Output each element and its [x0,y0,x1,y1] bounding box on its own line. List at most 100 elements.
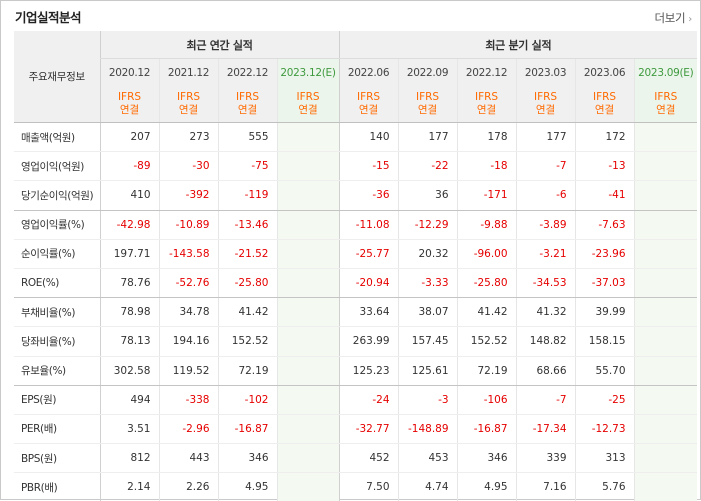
value-cell [276,180,340,211]
value-cell: -119 [217,180,277,211]
value-cell: 339 [515,443,576,474]
value-cell [633,356,698,386]
value-cell: -338 [158,385,218,415]
value-cell: 41.32 [515,297,576,328]
value-cell: 34.78 [158,297,218,328]
value-cell: 197.71 [99,239,159,269]
value-cell [633,239,698,269]
table-row: 영업이익률(%) -42.98 -10.89 -13.46 -11.08 -12.29 -9… [14,210,698,240]
table-row: 순이익률(%) 197.71 -143.58 -21.52 -25.77 20.32 -96… [14,239,698,269]
row-label: 유보율(%) [14,356,100,386]
ifrs-label: IFRS [592,91,617,103]
value-cell: 494 [99,385,159,415]
row-label: PBR(배) [21,481,58,494]
value-cell: -12.73 [574,414,635,445]
ifrs-header: IFRS 연결 [276,86,340,123]
value-cell: 33.64 [338,297,399,328]
annual-group-header: 최근 연간 실적 [99,31,340,59]
consolidated-label: 연결 [237,104,258,116]
value-cell [633,443,698,474]
value-cell: -75 [217,151,277,182]
value-cell: 194.16 [158,326,218,357]
value-cell: -42.98 [99,210,159,240]
value-cell: 555 [217,122,277,153]
value-cell: 2.26 [158,472,218,501]
value-cell: 158.15 [574,326,635,357]
period-header: 2022.12 [456,58,517,86]
value-cell: 452 [338,443,399,474]
value-cell: 263.99 [338,326,399,357]
value-cell: -34.53 [515,268,576,299]
ifrs-label: IFRS [474,91,499,103]
value-cell: 346 [217,443,277,474]
row-header-label: 주요재무정보 [14,31,100,123]
value-cell: -41 [574,180,635,211]
row-label: 매출액(억원) [14,122,100,153]
value-cell: 346 [456,443,517,474]
value-cell: -3.33 [397,268,458,299]
ifrs-label: IFRS [356,91,381,103]
value-cell [276,414,340,445]
financial-table: 주요재무정보 최근 연간 실적 최근 분기 실적 2020.12 2021.12 2… [14,31,698,501]
period-header: 2023.06 [574,58,635,86]
value-cell [633,180,698,211]
value-cell: -3.21 [515,239,576,269]
value-cell: 41.42 [456,297,517,328]
value-cell: -22 [397,151,458,182]
ifrs-header: IFRS 연결 [456,86,517,123]
value-cell: -15 [338,151,399,182]
value-cell: 410 [99,180,159,211]
table-row: 당좌비율(%) 78.13 194.16 152.52 263.99 157.45 152.… [14,326,698,357]
value-cell: -3.89 [515,210,576,240]
value-cell: 78.98 [99,297,159,328]
value-cell [633,122,698,153]
more-link[interactable]: 더보기 › [654,10,692,26]
value-cell: 148.82 [515,326,576,357]
value-cell: 119.52 [158,356,218,386]
value-cell: 812 [99,443,159,474]
value-cell: 38.07 [397,297,458,328]
value-cell: 178 [456,122,517,153]
value-cell: -23.96 [574,239,635,269]
value-cell [276,443,340,474]
row-label: 영업이익(억원) [14,151,100,182]
consolidated-label: 연결 [417,104,438,116]
value-cell [276,297,340,328]
table-row: 당기순이익(억원) 410 -392 -119 -36 36 -171 -6 -41 [14,180,698,211]
value-cell: -25.80 [456,268,517,299]
value-cell: 125.23 [338,356,399,386]
value-cell: -17.34 [515,414,576,445]
value-cell: 72.19 [456,356,517,386]
value-cell [633,151,698,182]
value-cell: 157.45 [397,326,458,357]
table-row: PER(배) 3.51 -2.96 -16.87 -32.77 -148.89 -16.87… [14,414,698,445]
row-label: 당좌비율(%) [14,326,100,357]
value-cell: 177 [515,122,576,153]
table-row: ROE(%) 78.76 -52.76 -25.80 -20.94 -3.33 -25.80… [14,268,698,299]
value-cell: 7.16 [515,472,576,501]
ifrs-header: IFRS 연결 [574,86,635,123]
period-header: 2023.09(E) [633,58,698,86]
value-cell: 2.14 [99,472,159,501]
period-header: 2023.03 [515,58,576,86]
table-row: EPS(원) 494 -338 -102 -24 -3 -106 -7 -25 [14,385,698,415]
value-cell: 4.95 [456,472,517,501]
ifrs-header: IFRS 연결 [397,86,458,123]
consolidated-label: 연결 [535,104,556,116]
row-label: 당기순이익(억원) [14,180,100,211]
value-cell: -13.46 [217,210,277,240]
consolidated-label: 연결 [656,104,676,116]
value-cell: -106 [456,385,517,415]
ifrs-header: IFRS 연결 [633,86,698,123]
value-cell [276,210,340,240]
value-cell [276,268,340,299]
value-cell: -10.89 [158,210,218,240]
value-cell: 302.58 [99,356,159,386]
value-cell: 55.70 [574,356,635,386]
value-cell [276,326,340,357]
ifrs-label: IFRS [117,91,142,103]
value-cell: 78.13 [99,326,159,357]
value-cell: 443 [158,443,218,474]
value-cell: -6 [515,180,576,211]
